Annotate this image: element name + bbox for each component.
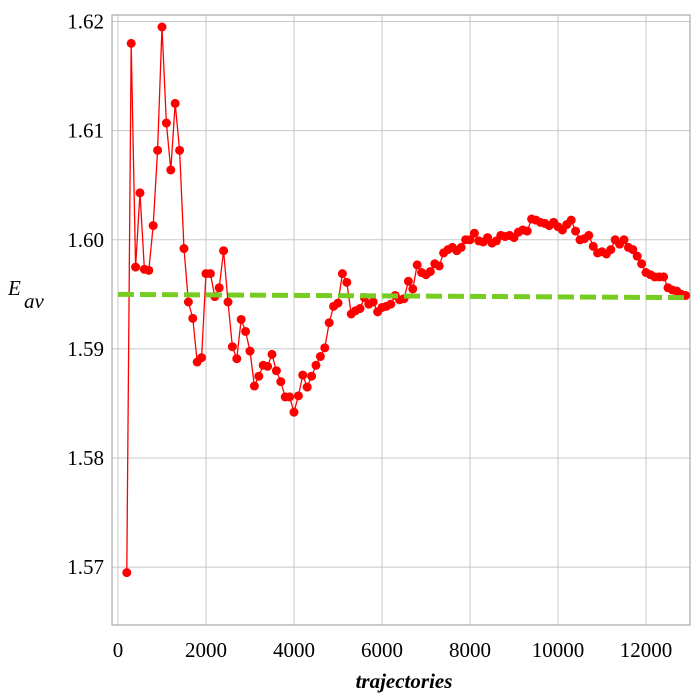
point bbox=[355, 304, 365, 314]
point bbox=[298, 370, 308, 380]
point bbox=[223, 297, 233, 307]
y-axis-label-subscript: av bbox=[24, 289, 45, 313]
point bbox=[408, 284, 418, 294]
point bbox=[403, 276, 413, 286]
point bbox=[254, 371, 264, 381]
point bbox=[249, 381, 259, 391]
point bbox=[188, 313, 198, 323]
point bbox=[267, 349, 277, 359]
point bbox=[205, 269, 215, 279]
point bbox=[307, 371, 317, 381]
x-tick-label: 6000 bbox=[361, 638, 403, 662]
point bbox=[632, 251, 642, 261]
point bbox=[170, 98, 180, 108]
x-tick-label: 8000 bbox=[449, 638, 491, 662]
point bbox=[469, 228, 479, 238]
point bbox=[522, 226, 532, 236]
point bbox=[144, 265, 154, 275]
point bbox=[465, 235, 475, 245]
point bbox=[456, 242, 466, 252]
point bbox=[241, 326, 251, 336]
y-tick-label: 1.57 bbox=[67, 555, 104, 579]
point bbox=[342, 277, 352, 287]
x-tick-label: 10000 bbox=[532, 638, 585, 662]
point bbox=[302, 382, 312, 392]
point bbox=[179, 244, 189, 254]
point bbox=[606, 245, 616, 255]
point bbox=[412, 260, 422, 270]
point bbox=[263, 361, 273, 371]
x-tick-label: 12000 bbox=[620, 638, 673, 662]
point bbox=[293, 391, 303, 401]
x-tick-label: 2000 bbox=[185, 638, 227, 662]
point bbox=[311, 360, 321, 370]
point bbox=[320, 343, 330, 353]
point bbox=[232, 354, 242, 364]
point bbox=[153, 145, 163, 155]
point bbox=[337, 269, 347, 279]
point bbox=[131, 262, 141, 272]
x-tick-label: 4000 bbox=[273, 638, 315, 662]
point bbox=[386, 299, 396, 309]
point bbox=[566, 215, 576, 225]
point bbox=[315, 352, 325, 362]
point bbox=[227, 342, 237, 352]
point bbox=[368, 297, 378, 307]
plot-frame bbox=[111, 14, 691, 626]
point bbox=[161, 118, 171, 128]
point bbox=[183, 297, 193, 307]
point bbox=[628, 245, 638, 255]
point bbox=[148, 221, 158, 231]
line bbox=[117, 291, 691, 301]
point bbox=[157, 22, 167, 32]
y-tick-label: 1.61 bbox=[67, 119, 104, 143]
point bbox=[276, 377, 286, 387]
x-axis-label: trajectories bbox=[356, 669, 453, 693]
y-tick-label: 1.58 bbox=[67, 446, 104, 470]
point bbox=[333, 298, 343, 308]
point bbox=[126, 38, 136, 48]
point bbox=[135, 188, 145, 198]
y-tick-label: 1.60 bbox=[67, 228, 104, 252]
point bbox=[219, 246, 229, 256]
point bbox=[637, 259, 647, 269]
point bbox=[285, 392, 295, 402]
point bbox=[175, 145, 185, 155]
y-tick-label: 1.62 bbox=[67, 10, 104, 34]
point bbox=[271, 366, 281, 376]
point bbox=[619, 235, 629, 245]
point bbox=[588, 241, 598, 251]
y-tick-label: 1.59 bbox=[67, 337, 104, 361]
point bbox=[324, 318, 334, 328]
point bbox=[434, 261, 444, 271]
x-tick-label: 0 bbox=[113, 638, 124, 662]
point bbox=[584, 230, 594, 240]
y-axis-label: E bbox=[7, 276, 21, 300]
point bbox=[289, 407, 299, 417]
point bbox=[245, 346, 255, 356]
point bbox=[659, 272, 669, 282]
point bbox=[214, 283, 224, 293]
point bbox=[236, 314, 246, 324]
point bbox=[571, 226, 581, 236]
point bbox=[166, 165, 176, 175]
point bbox=[122, 568, 132, 578]
point bbox=[425, 266, 435, 276]
point bbox=[197, 353, 207, 363]
